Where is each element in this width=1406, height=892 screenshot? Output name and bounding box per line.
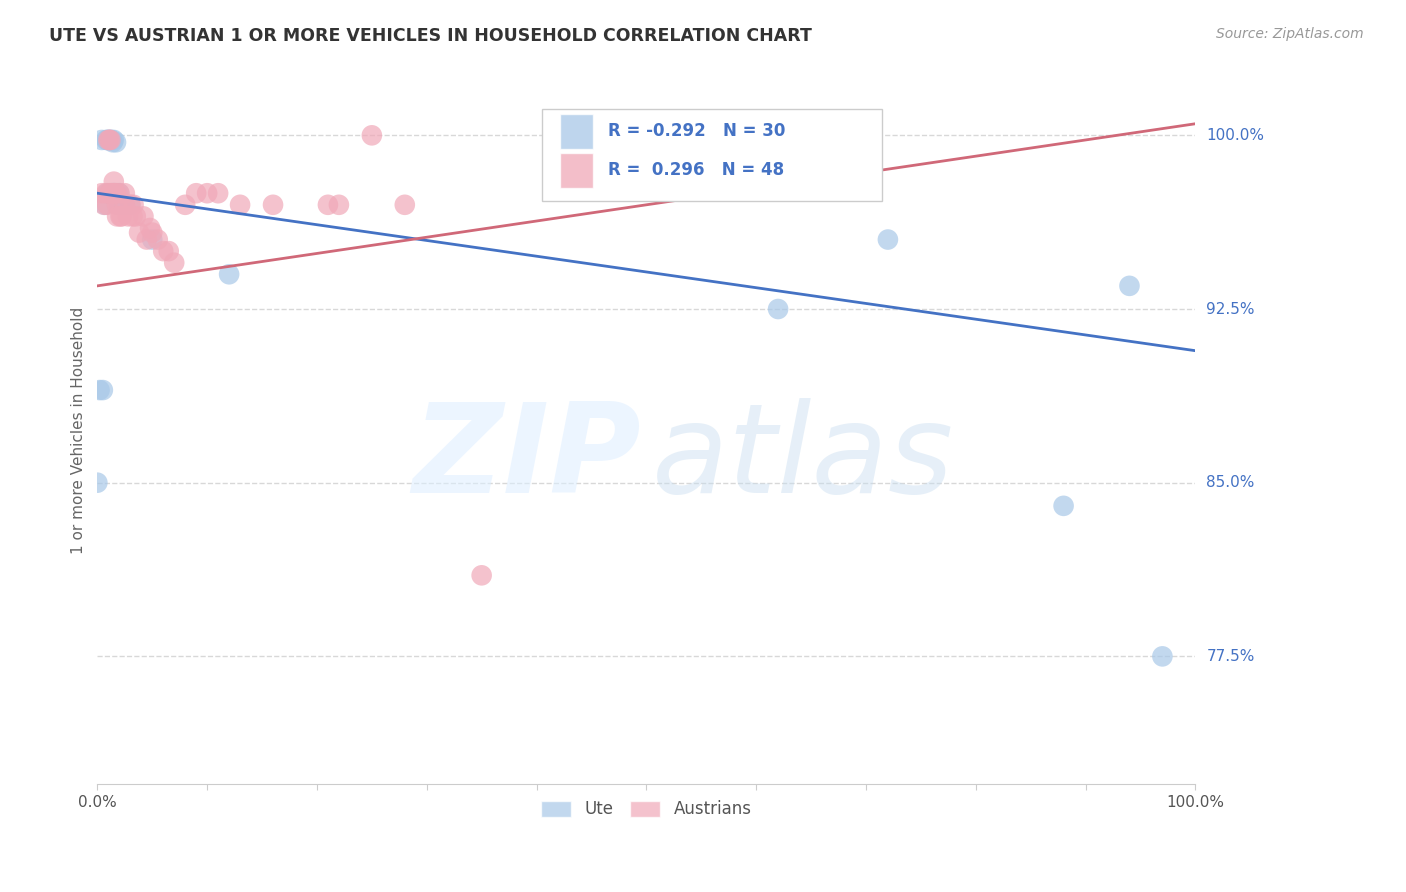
Text: R =  0.296   N = 48: R = 0.296 N = 48 [607,161,785,179]
Point [105,186,128,201]
Point [1052,499,1074,513]
Point [101,186,124,201]
Text: R = -0.292   N = 30: R = -0.292 N = 30 [607,122,786,140]
Point [108,186,131,201]
Text: 85.0%: 85.0% [1206,475,1254,491]
Legend: Ute, Austrians: Ute, Austrians [534,794,758,825]
Text: ZIP: ZIP [412,399,641,519]
Point [105,136,128,150]
Point [141,233,163,247]
Point [328,198,350,212]
Point [100,133,122,147]
Point [91,383,114,397]
Point [125,210,148,224]
Point [100,186,122,201]
Point [157,244,180,259]
Point [229,198,252,212]
Point [766,301,789,316]
Text: Source: ZipAtlas.com: Source: ZipAtlas.com [1216,27,1364,41]
Point [100,133,122,147]
Point [1152,649,1174,664]
Point [98,186,121,201]
Point [103,175,125,189]
Point [101,186,124,201]
Point [186,186,208,201]
Point [100,186,122,201]
Point [110,210,132,224]
Point [218,267,240,281]
Point [94,133,117,147]
FancyBboxPatch shape [560,153,592,188]
Point [141,226,163,240]
Point [316,198,339,212]
Point [103,186,125,201]
Point [114,198,136,212]
Point [93,198,115,212]
Point [471,568,494,582]
Point [139,221,162,235]
Point [132,210,155,224]
Point [89,383,111,397]
Point [394,198,416,212]
Point [105,198,128,212]
Point [121,210,143,224]
Point [100,186,122,201]
Text: atlas: atlas [652,399,953,519]
FancyBboxPatch shape [560,114,592,149]
Point [90,186,112,201]
Point [108,186,131,201]
Point [152,244,174,259]
Point [207,186,229,201]
Point [97,133,120,147]
FancyBboxPatch shape [543,109,883,201]
Point [360,128,382,143]
Point [174,198,197,212]
Text: 77.5%: 77.5% [1206,648,1254,664]
Point [94,198,117,212]
Point [163,256,186,270]
Point [100,133,122,147]
Y-axis label: 1 or more Vehicles in Household: 1 or more Vehicles in Household [72,307,86,554]
Point [110,210,132,224]
Point [877,233,900,247]
Point [262,198,284,212]
Point [94,186,117,201]
Text: 100.0%: 100.0% [1206,128,1264,143]
Point [101,136,124,150]
Text: 92.5%: 92.5% [1206,301,1256,317]
Point [120,198,142,212]
Point [108,198,131,212]
Point [103,186,125,201]
Point [105,210,128,224]
Point [98,133,121,147]
Point [122,198,145,212]
Point [195,186,218,201]
Point [117,210,139,224]
Point [103,133,125,147]
Point [146,233,169,247]
Point [105,186,128,201]
Point [96,198,118,212]
Point [104,186,127,201]
Point [86,475,108,490]
Point [135,233,157,247]
Point [128,226,150,240]
Point [97,133,120,147]
Point [96,133,118,147]
Point [114,186,136,201]
Point [96,186,118,201]
Point [1118,278,1140,293]
Point [104,186,127,201]
Point [98,133,121,147]
Point [114,198,136,212]
Point [120,198,142,212]
Text: UTE VS AUSTRIAN 1 OR MORE VEHICLES IN HOUSEHOLD CORRELATION CHART: UTE VS AUSTRIAN 1 OR MORE VEHICLES IN HO… [49,27,813,45]
Point [90,133,112,147]
